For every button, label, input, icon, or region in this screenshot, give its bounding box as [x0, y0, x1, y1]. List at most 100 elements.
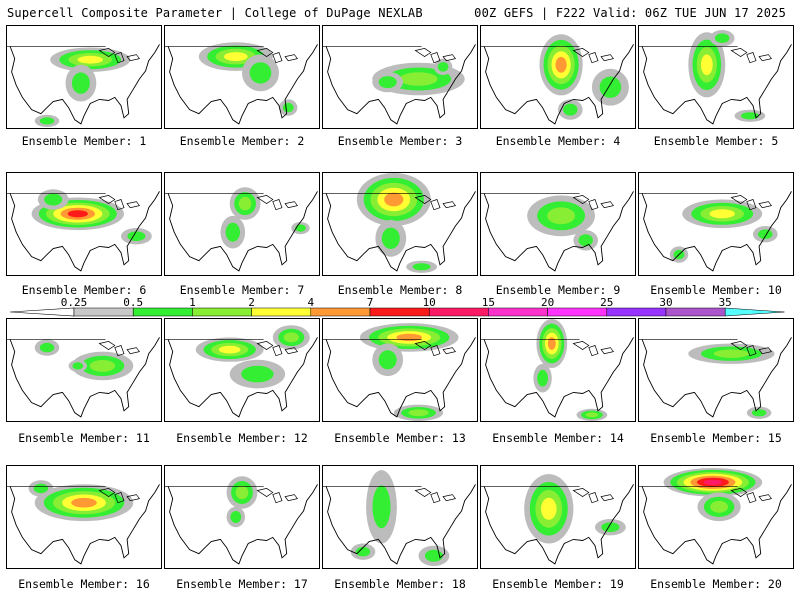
lake-outline — [430, 345, 441, 357]
member-panel-9 — [480, 172, 636, 276]
scp-shading — [28, 480, 54, 497]
scp-shading — [242, 54, 279, 92]
lake-outline — [272, 492, 283, 504]
member-panel-12 — [164, 318, 320, 422]
scp-shading — [65, 64, 97, 102]
scp-shading — [34, 484, 134, 522]
lake-outline — [746, 199, 757, 211]
coastline — [9, 337, 160, 418]
scp-shading — [50, 47, 131, 72]
coastline — [167, 191, 318, 272]
colorbar-left-arrow — [9, 307, 75, 317]
colorbar-label: 15 — [482, 296, 495, 309]
scp-shading — [37, 189, 69, 210]
lake-outline — [114, 345, 125, 357]
colorbar-label: 10 — [423, 296, 436, 309]
member-caption: Ensemble Member: 2 — [179, 134, 305, 148]
member-map — [481, 319, 634, 421]
lake-outline — [442, 494, 457, 502]
member-caption: Ensemble Member: 16 — [18, 577, 150, 591]
lake-outline — [600, 201, 615, 209]
lake-outline — [730, 341, 748, 351]
scp-shading — [709, 30, 735, 47]
scp-shading — [558, 99, 583, 120]
member-map — [481, 34, 634, 125]
lake-outline — [256, 195, 274, 205]
member-map — [639, 468, 792, 565]
member-caption: Ensemble Member: 12 — [176, 431, 308, 445]
lake-outline — [98, 488, 116, 498]
member-panel-20 — [638, 465, 794, 569]
colorbar-segment — [73, 307, 134, 317]
member-panel-15 — [638, 318, 794, 422]
scp-shading — [34, 114, 60, 127]
scp-shading — [359, 323, 459, 352]
chart-title: Supercell Composite Parameter | College … — [7, 6, 423, 20]
member-panel-3 — [322, 25, 478, 129]
member-panel-7 — [164, 172, 320, 276]
lake-outline — [98, 48, 116, 58]
coastline — [483, 191, 634, 272]
lake-outline — [442, 54, 457, 62]
scp-shading — [68, 359, 87, 372]
member-caption: Ensemble Member: 9 — [495, 283, 621, 297]
scp-shading — [272, 325, 310, 350]
scp-shading — [229, 359, 286, 389]
member-caption: Ensemble Member: 13 — [334, 431, 466, 445]
lake-outline — [730, 488, 748, 498]
scp-shading — [688, 32, 726, 98]
scp-shading — [393, 404, 444, 421]
member-map — [7, 189, 160, 272]
lake-outline — [284, 201, 299, 209]
member-caption: Ensemble Member: 18 — [334, 577, 466, 591]
colorbar-label: 35 — [719, 296, 732, 309]
scp-shading — [734, 109, 766, 122]
scp-shading — [663, 468, 763, 497]
member-caption: Ensemble Member: 10 — [650, 283, 782, 297]
lake-outline — [730, 48, 748, 58]
scp-shading — [746, 406, 772, 419]
member-map — [323, 44, 476, 125]
scp-shading — [753, 226, 778, 243]
colorbar-segment — [369, 307, 430, 317]
colorbar-segment — [310, 307, 371, 317]
lake-outline — [442, 201, 457, 209]
member-panel-13 — [322, 318, 478, 422]
colorbar-label: 30 — [659, 296, 672, 309]
colorbar-label: 0.25 — [61, 296, 88, 309]
scp-shading — [697, 492, 741, 522]
valid-time: 00Z GEFS | F222 Valid: 06Z TUE JUN 17 20… — [474, 6, 786, 20]
scp-shading — [195, 337, 264, 362]
scp-shading — [366, 470, 397, 544]
lake-outline — [284, 494, 299, 502]
member-caption: Ensemble Member: 11 — [18, 431, 150, 445]
lake-outline — [98, 195, 116, 205]
coastline — [325, 44, 476, 125]
lake-outline — [600, 54, 615, 62]
member-map — [7, 44, 160, 127]
lake-outline — [414, 195, 432, 205]
lake-outline — [256, 488, 274, 498]
colorbar-segment — [665, 307, 726, 317]
member-panel-1 — [6, 25, 162, 129]
member-caption: Ensemble Member: 20 — [650, 577, 782, 591]
member-panel-18 — [322, 465, 478, 569]
lake-outline — [758, 54, 773, 62]
scp-shading — [220, 215, 246, 249]
lake-outline — [758, 347, 773, 355]
colorbar-label: 1 — [189, 296, 196, 309]
colorbar-segment — [251, 307, 312, 317]
coastline — [167, 337, 318, 418]
member-map — [323, 323, 476, 421]
colorbar-label: 7 — [367, 296, 374, 309]
member-panel-17 — [164, 465, 320, 569]
member-map — [639, 191, 792, 272]
member-map — [323, 173, 476, 273]
lake-outline — [600, 494, 615, 502]
lake-outline — [572, 48, 590, 58]
member-caption: Ensemble Member: 5 — [653, 134, 779, 148]
coastline — [325, 337, 476, 418]
member-map — [323, 470, 476, 566]
lake-outline — [758, 494, 773, 502]
scp-shading — [576, 408, 608, 421]
